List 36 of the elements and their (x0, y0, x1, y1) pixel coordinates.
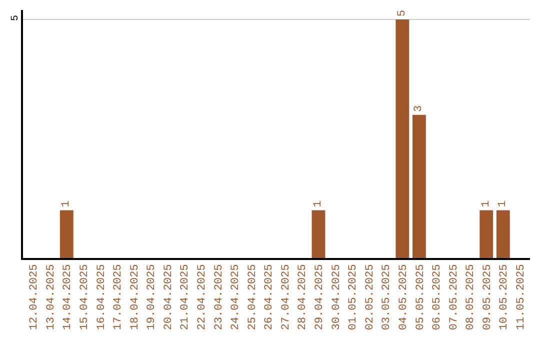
x-tick-label: 09.05.2025 (482, 264, 494, 330)
x-tick-label: 29.04.2025 (314, 264, 326, 330)
data-label: 5 (396, 10, 408, 17)
data-label: 1 (480, 200, 492, 208)
x-tick-label: 02.05.2025 (364, 264, 376, 330)
x-tick-label: 24.04.2025 (230, 264, 242, 330)
x-tick-label: 27.04.2025 (280, 264, 292, 330)
x-tick-label: 25.04.2025 (246, 264, 259, 330)
x-tick-label: 19.04.2025 (146, 264, 158, 330)
x-tick-label: 26.04.2025 (264, 264, 276, 330)
x-tick-label: 14.04.2025 (62, 264, 74, 330)
x-tick-label: 22.04.2025 (196, 264, 209, 330)
data-label: 1 (60, 200, 73, 208)
x-tick-label: 10.05.2025 (498, 264, 511, 330)
x-tick-label: 12.04.2025 (28, 264, 41, 330)
data-label: 3 (413, 105, 426, 112)
x-tick-label: 21.04.2025 (180, 264, 192, 330)
x-tick-label: 15.04.2025 (79, 264, 92, 330)
x-tick-label: 23.04.2025 (213, 264, 226, 330)
x-tick-label: 01.05.2025 (348, 264, 360, 330)
x-tick-label: 16.04.2025 (96, 264, 108, 330)
x-tick-label: 04.05.2025 (398, 264, 410, 330)
x-tick-label: 11.05.2025 (516, 264, 528, 330)
x-tick-label: 28.04.2025 (297, 264, 310, 330)
x-tick-label: 13.04.2025 (45, 264, 58, 330)
x-tick-label: 17.04.2025 (112, 264, 125, 330)
x-tick-label: 08.05.2025 (465, 264, 478, 330)
x-tick-label: 03.05.2025 (381, 264, 394, 330)
x-tick-label: 18.04.2025 (129, 264, 142, 330)
data-label: 1 (312, 200, 324, 208)
x-tick-label: 30.04.2025 (330, 264, 343, 330)
x-tick-label: 07.05.2025 (448, 264, 460, 330)
data-label: 1 (497, 200, 510, 208)
x-tick-label: 05.05.2025 (414, 264, 427, 330)
x-tick-label: 20.04.2025 (162, 264, 175, 330)
x-tick-label: 06.05.2025 (432, 264, 444, 330)
